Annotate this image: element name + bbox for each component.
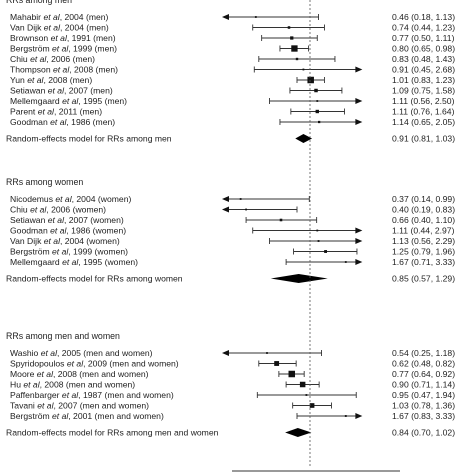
point-estimate — [316, 100, 319, 102]
ci-value: 1.11 (0.76, 1.64) — [392, 107, 455, 117]
study-label: Chiu et al, 2006 (women) — [10, 205, 106, 215]
point-estimate — [317, 240, 320, 242]
study-label: Mahabir et al, 2004 (men) — [10, 12, 109, 22]
study-label: Mellemgaard et al, 1995 (men) — [10, 96, 127, 106]
point-estimate — [307, 76, 314, 84]
ci-value: 1.67 (0.83, 3.33) — [392, 411, 455, 421]
ci-value: 1.25 (0.79, 1.96) — [392, 247, 455, 257]
study-label: Hu et al, 2008 (men and women) — [10, 380, 135, 390]
ci-arrow-left — [222, 196, 229, 202]
summary-diamond — [270, 274, 328, 283]
study-label: Spyridopoulos et al, 2009 (men and women… — [10, 359, 179, 369]
ci-arrow-right — [355, 119, 363, 125]
study-label: Nicodemus et al, 2004 (women) — [10, 194, 131, 204]
point-estimate — [309, 403, 315, 408]
point-estimate — [274, 361, 280, 366]
point-estimate — [279, 218, 283, 222]
ci-arrow-right — [355, 238, 363, 244]
point-estimate — [324, 250, 327, 253]
study-label: Goodman et al, 1986 (men) — [10, 117, 115, 127]
ci-arrow-right — [355, 413, 363, 419]
ci-arrow-left — [222, 206, 229, 213]
study-label: Paffenbarger et al, 1987 (men and women) — [10, 390, 174, 400]
study-label: Bergström et al, 1999 (men) — [10, 44, 117, 54]
point-estimate — [266, 352, 268, 354]
study-label: Tavani et al, 2007 (men and women) — [10, 401, 149, 411]
summary-value: 0.91 (0.81, 1.03) — [392, 134, 455, 144]
study-label: Van Dijk et al, 2004 (men) — [10, 23, 109, 33]
ci-arrow-left — [222, 14, 229, 20]
study-label: Bergström et al, 2001 (men and women) — [10, 411, 164, 421]
study-label: Parent et al, 2011 (men) — [10, 107, 102, 117]
ci-value: 1.11 (0.44, 2.97) — [392, 226, 455, 236]
study-label: Mellemgaard et al, 1995 (women) — [10, 257, 138, 267]
ci-value: 1.01 (0.83, 1.23) — [392, 75, 455, 85]
study-label: Washio et al, 2005 (men and women) — [10, 348, 153, 358]
point-estimate — [318, 120, 321, 124]
study-label: Bergström et al, 1999 (women) — [10, 247, 128, 257]
point-estimate — [315, 109, 319, 114]
point-estimate — [291, 45, 298, 52]
point-estimate — [239, 198, 242, 200]
point-estimate — [295, 57, 299, 61]
summary-label: Random-effects model for RRs among women — [6, 274, 183, 284]
ci-value: 0.95 (0.47, 1.94) — [392, 390, 455, 400]
study-label: Van Dijk et al, 2004 (women) — [10, 236, 120, 246]
ci-arrow-right — [355, 259, 363, 265]
summary-diamond — [295, 134, 313, 143]
ci-value: 0.83 (0.48, 1.43) — [392, 54, 455, 64]
summary-label: Random-effects model for RRs among men a… — [6, 428, 219, 438]
summary-diamond — [285, 428, 312, 437]
ci-arrow-right — [355, 227, 363, 234]
ci-value: 0.91 (0.45, 2.68) — [392, 65, 455, 75]
study-label: Setiawan et al, 2007 (men) — [10, 86, 113, 96]
point-estimate — [288, 370, 296, 378]
summary-value: 0.84 (0.70, 1.02) — [392, 428, 455, 438]
ci-value: 0.77 (0.50, 1.11) — [392, 33, 455, 43]
ci-value: 0.37 (0.14, 0.99) — [392, 194, 455, 204]
study-label: Goodman et al, 1986 (women) — [10, 226, 126, 236]
study-label: Thompson et al, 2008 (men) — [10, 65, 118, 75]
ci-value: 0.77 (0.64, 0.92) — [392, 369, 455, 379]
ci-arrow-right — [355, 98, 363, 104]
ci-value: 0.74 (0.44, 1.23) — [392, 23, 455, 33]
study-label: Yun et al, 2008 (men) — [10, 75, 92, 85]
ci-value: 0.66 (0.40, 1.10) — [392, 215, 455, 225]
summary-value: 0.85 (0.57, 1.29) — [392, 274, 455, 284]
study-label: Chiu et al, 2006 (men) — [10, 54, 95, 64]
ci-value: 1.14 (0.65, 2.05) — [392, 117, 455, 127]
ci-value: 1.09 (0.75, 1.58) — [392, 86, 455, 96]
point-estimate — [316, 229, 319, 232]
ci-value: 0.46 (0.18, 1.13) — [392, 12, 455, 22]
point-estimate — [314, 88, 318, 93]
study-label: Moore et al, 2008 (men and women) — [10, 369, 149, 379]
ci-value: 1.03 (0.78, 1.36) — [392, 401, 455, 411]
ci-value: 0.90 (0.71, 1.14) — [392, 380, 455, 390]
group-title: RRs among men — [6, 0, 72, 5]
point-estimate — [287, 26, 291, 29]
point-estimate — [302, 68, 305, 71]
ci-value: 0.62 (0.48, 0.82) — [392, 359, 455, 369]
group-title: RRs among men and women — [6, 331, 120, 341]
group-title: RRs among women — [6, 177, 83, 187]
ci-arrow-right — [355, 66, 363, 73]
point-estimate — [290, 36, 294, 40]
study-label: Brownson et al, 1991 (men) — [10, 33, 116, 43]
point-estimate — [254, 16, 257, 18]
ci-value: 1.11 (0.56, 2.50) — [392, 96, 455, 106]
point-estimate — [245, 208, 247, 211]
ci-value: 1.13 (0.56, 2.29) — [392, 236, 455, 246]
ci-value: 1.67 (0.71, 3.33) — [392, 257, 455, 267]
point-estimate — [344, 415, 347, 417]
ci-arrow-left — [222, 350, 229, 356]
ci-value: 0.80 (0.65, 0.98) — [392, 44, 455, 54]
study-label: Setiawan et al, 2007 (women) — [10, 215, 124, 225]
summary-label: Random-effects model for RRs among men — [6, 134, 172, 144]
point-estimate — [344, 261, 347, 263]
ci-value: 0.54 (0.25, 1.18) — [392, 348, 455, 358]
point-estimate — [299, 381, 306, 388]
point-estimate — [305, 394, 308, 396]
ci-value: 0.40 (0.19, 0.83) — [392, 205, 455, 215]
